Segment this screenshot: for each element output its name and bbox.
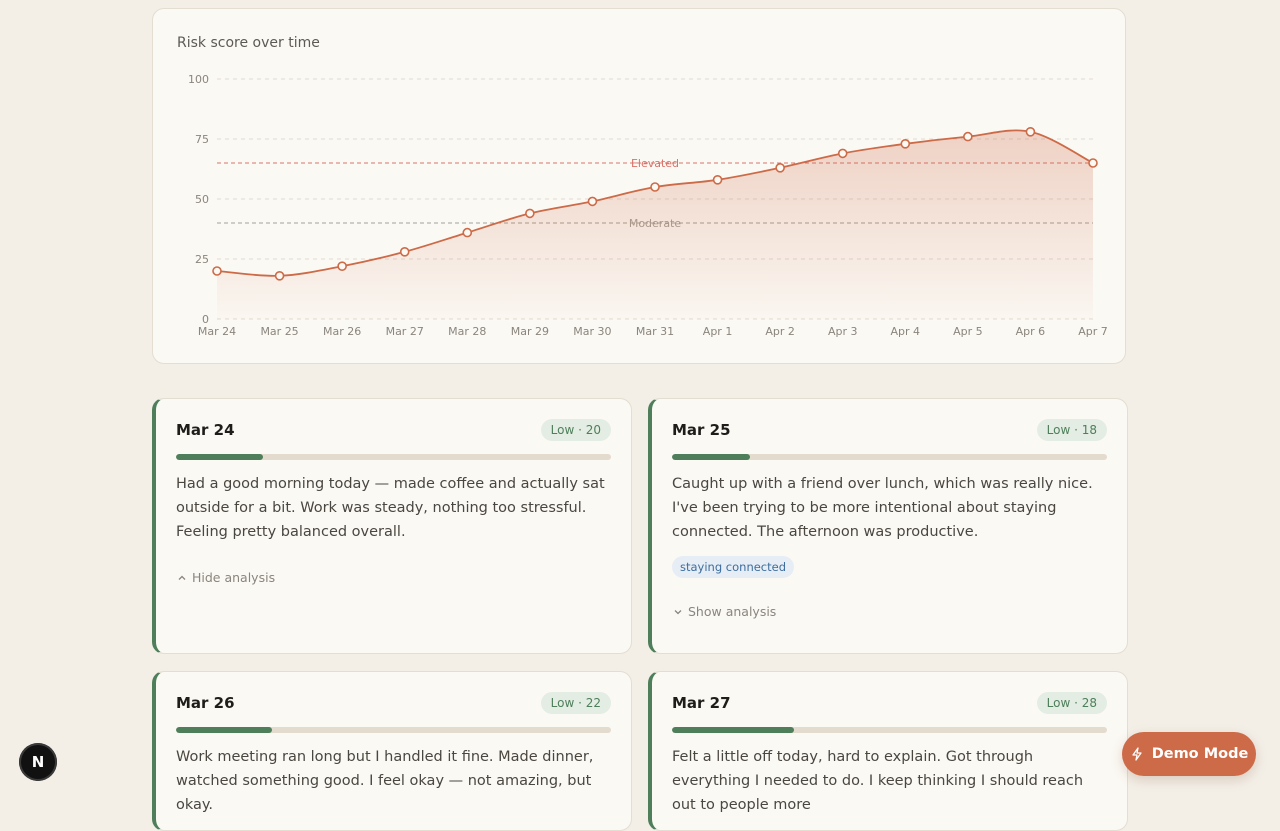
x-tick-label: Mar 31 <box>636 325 674 338</box>
theme-tag: staying connected <box>672 556 795 578</box>
y-tick-label: 25 <box>195 253 209 266</box>
show-analysis-toggle[interactable]: Show analysis <box>672 604 776 619</box>
x-tick-label: Mar 28 <box>448 325 486 338</box>
y-tick-label: 100 <box>188 73 209 86</box>
x-tick-label: Mar 30 <box>573 325 611 338</box>
risk-bar <box>672 454 1107 460</box>
y-tick-label: 0 <box>202 313 209 326</box>
entry-text: Caught up with a friend over lunch, whic… <box>672 476 1093 540</box>
x-tick-label: Apr 2 <box>765 325 795 338</box>
data-point <box>525 208 535 219</box>
y-tick-label: 75 <box>195 133 209 146</box>
data-point <box>212 266 222 276</box>
entry-text: Work meeting ran long but I handled it f… <box>176 749 594 813</box>
data-point <box>963 131 973 142</box>
data-point <box>650 182 660 192</box>
data-point <box>274 270 285 281</box>
x-tick-label: Apr 7 <box>1078 325 1108 338</box>
data-point <box>337 261 347 272</box>
x-tick-label: Mar 26 <box>323 325 361 338</box>
lightning-icon <box>1132 747 1142 761</box>
data-point <box>712 175 723 185</box>
data-point <box>900 139 911 149</box>
risk-badge: Low · 20 <box>540 419 611 441</box>
x-tick-label: Mar 29 <box>511 325 549 338</box>
toggle-label: Show analysis <box>688 604 777 619</box>
entry-card: Mar 26 Low · 22 Work meeting ran long bu… <box>152 671 632 831</box>
chevron-up-icon <box>178 575 186 580</box>
chart-title: Risk score over time <box>177 35 320 51</box>
demo-mode-label: Demo Mode <box>1151 746 1249 762</box>
demo-mode-button[interactable]: Demo Mode <box>1122 732 1256 776</box>
reference-label: Elevated <box>631 157 679 170</box>
risk-bar-fill <box>672 727 794 733</box>
x-tick-label: Apr 4 <box>891 325 921 338</box>
toggle-label: Hide analysis <box>192 570 276 585</box>
data-point <box>775 163 785 173</box>
risk-bar <box>672 727 1107 733</box>
x-tick-label: Mar 25 <box>260 325 298 338</box>
data-point <box>837 148 848 159</box>
data-point <box>399 247 410 257</box>
x-tick-label: Apr 3 <box>828 325 858 338</box>
entry-date: Mar 25 <box>672 421 731 439</box>
x-tick-label: Mar 27 <box>386 325 424 338</box>
risk-badge: Low · 28 <box>1036 692 1107 714</box>
risk-bar <box>176 727 611 733</box>
chevron-down-icon <box>674 609 682 614</box>
risk-chart-card: Risk score over time 0 25 50 75 100 Elevated M… <box>152 8 1126 364</box>
entry-card: Mar 24 Low · 20 Had a good morning today… <box>152 398 632 654</box>
entry-card: Mar 27 Low · 28 Felt a little off today,… <box>648 671 1128 831</box>
x-tick-label: Apr 6 <box>1016 325 1046 338</box>
hide-analysis-toggle[interactable]: Hide analysis <box>176 570 275 585</box>
x-tick-label: Mar 24 <box>198 325 236 338</box>
risk-bar-fill <box>176 727 272 733</box>
entry-date: Mar 26 <box>176 694 235 712</box>
risk-bar <box>176 454 611 460</box>
data-point <box>587 196 598 207</box>
entry-date: Mar 27 <box>672 694 731 712</box>
data-point <box>462 227 473 238</box>
x-tick-label: Apr 1 <box>703 325 733 338</box>
entry-text: Felt a little off today, hard to explain… <box>672 749 1084 813</box>
entry-text: Had a good morning today — made coffee a… <box>176 476 605 540</box>
risk-area <box>217 130 1093 319</box>
risk-bar-fill <box>672 454 751 460</box>
risk-bar-fill <box>176 454 263 460</box>
risk-badge: Low · 18 <box>1036 419 1107 441</box>
dev-tools-badge[interactable]: N <box>19 743 57 781</box>
entry-date: Mar 24 <box>176 421 235 439</box>
data-point <box>1088 158 1098 168</box>
data-point <box>1025 127 1036 137</box>
y-tick-label: 50 <box>195 193 209 206</box>
x-tick-label: Apr 5 <box>953 325 983 338</box>
entry-card: Mar 25 Low · 18 Caught up with a friend … <box>648 398 1128 654</box>
risk-badge: Low · 22 <box>540 692 611 714</box>
